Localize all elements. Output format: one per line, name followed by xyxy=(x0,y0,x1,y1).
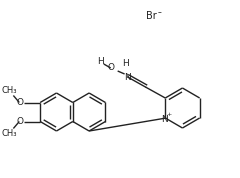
Text: O: O xyxy=(108,64,115,72)
Text: N: N xyxy=(161,114,168,124)
Text: –: – xyxy=(158,9,162,17)
Text: O: O xyxy=(16,98,23,107)
Text: H: H xyxy=(123,59,129,67)
Text: N: N xyxy=(124,72,131,82)
Text: O: O xyxy=(16,117,23,126)
Text: CH₃: CH₃ xyxy=(2,86,17,95)
Text: +: + xyxy=(167,112,172,117)
Text: H: H xyxy=(97,57,104,67)
Text: Br: Br xyxy=(146,11,156,21)
Text: CH₃: CH₃ xyxy=(2,129,17,138)
